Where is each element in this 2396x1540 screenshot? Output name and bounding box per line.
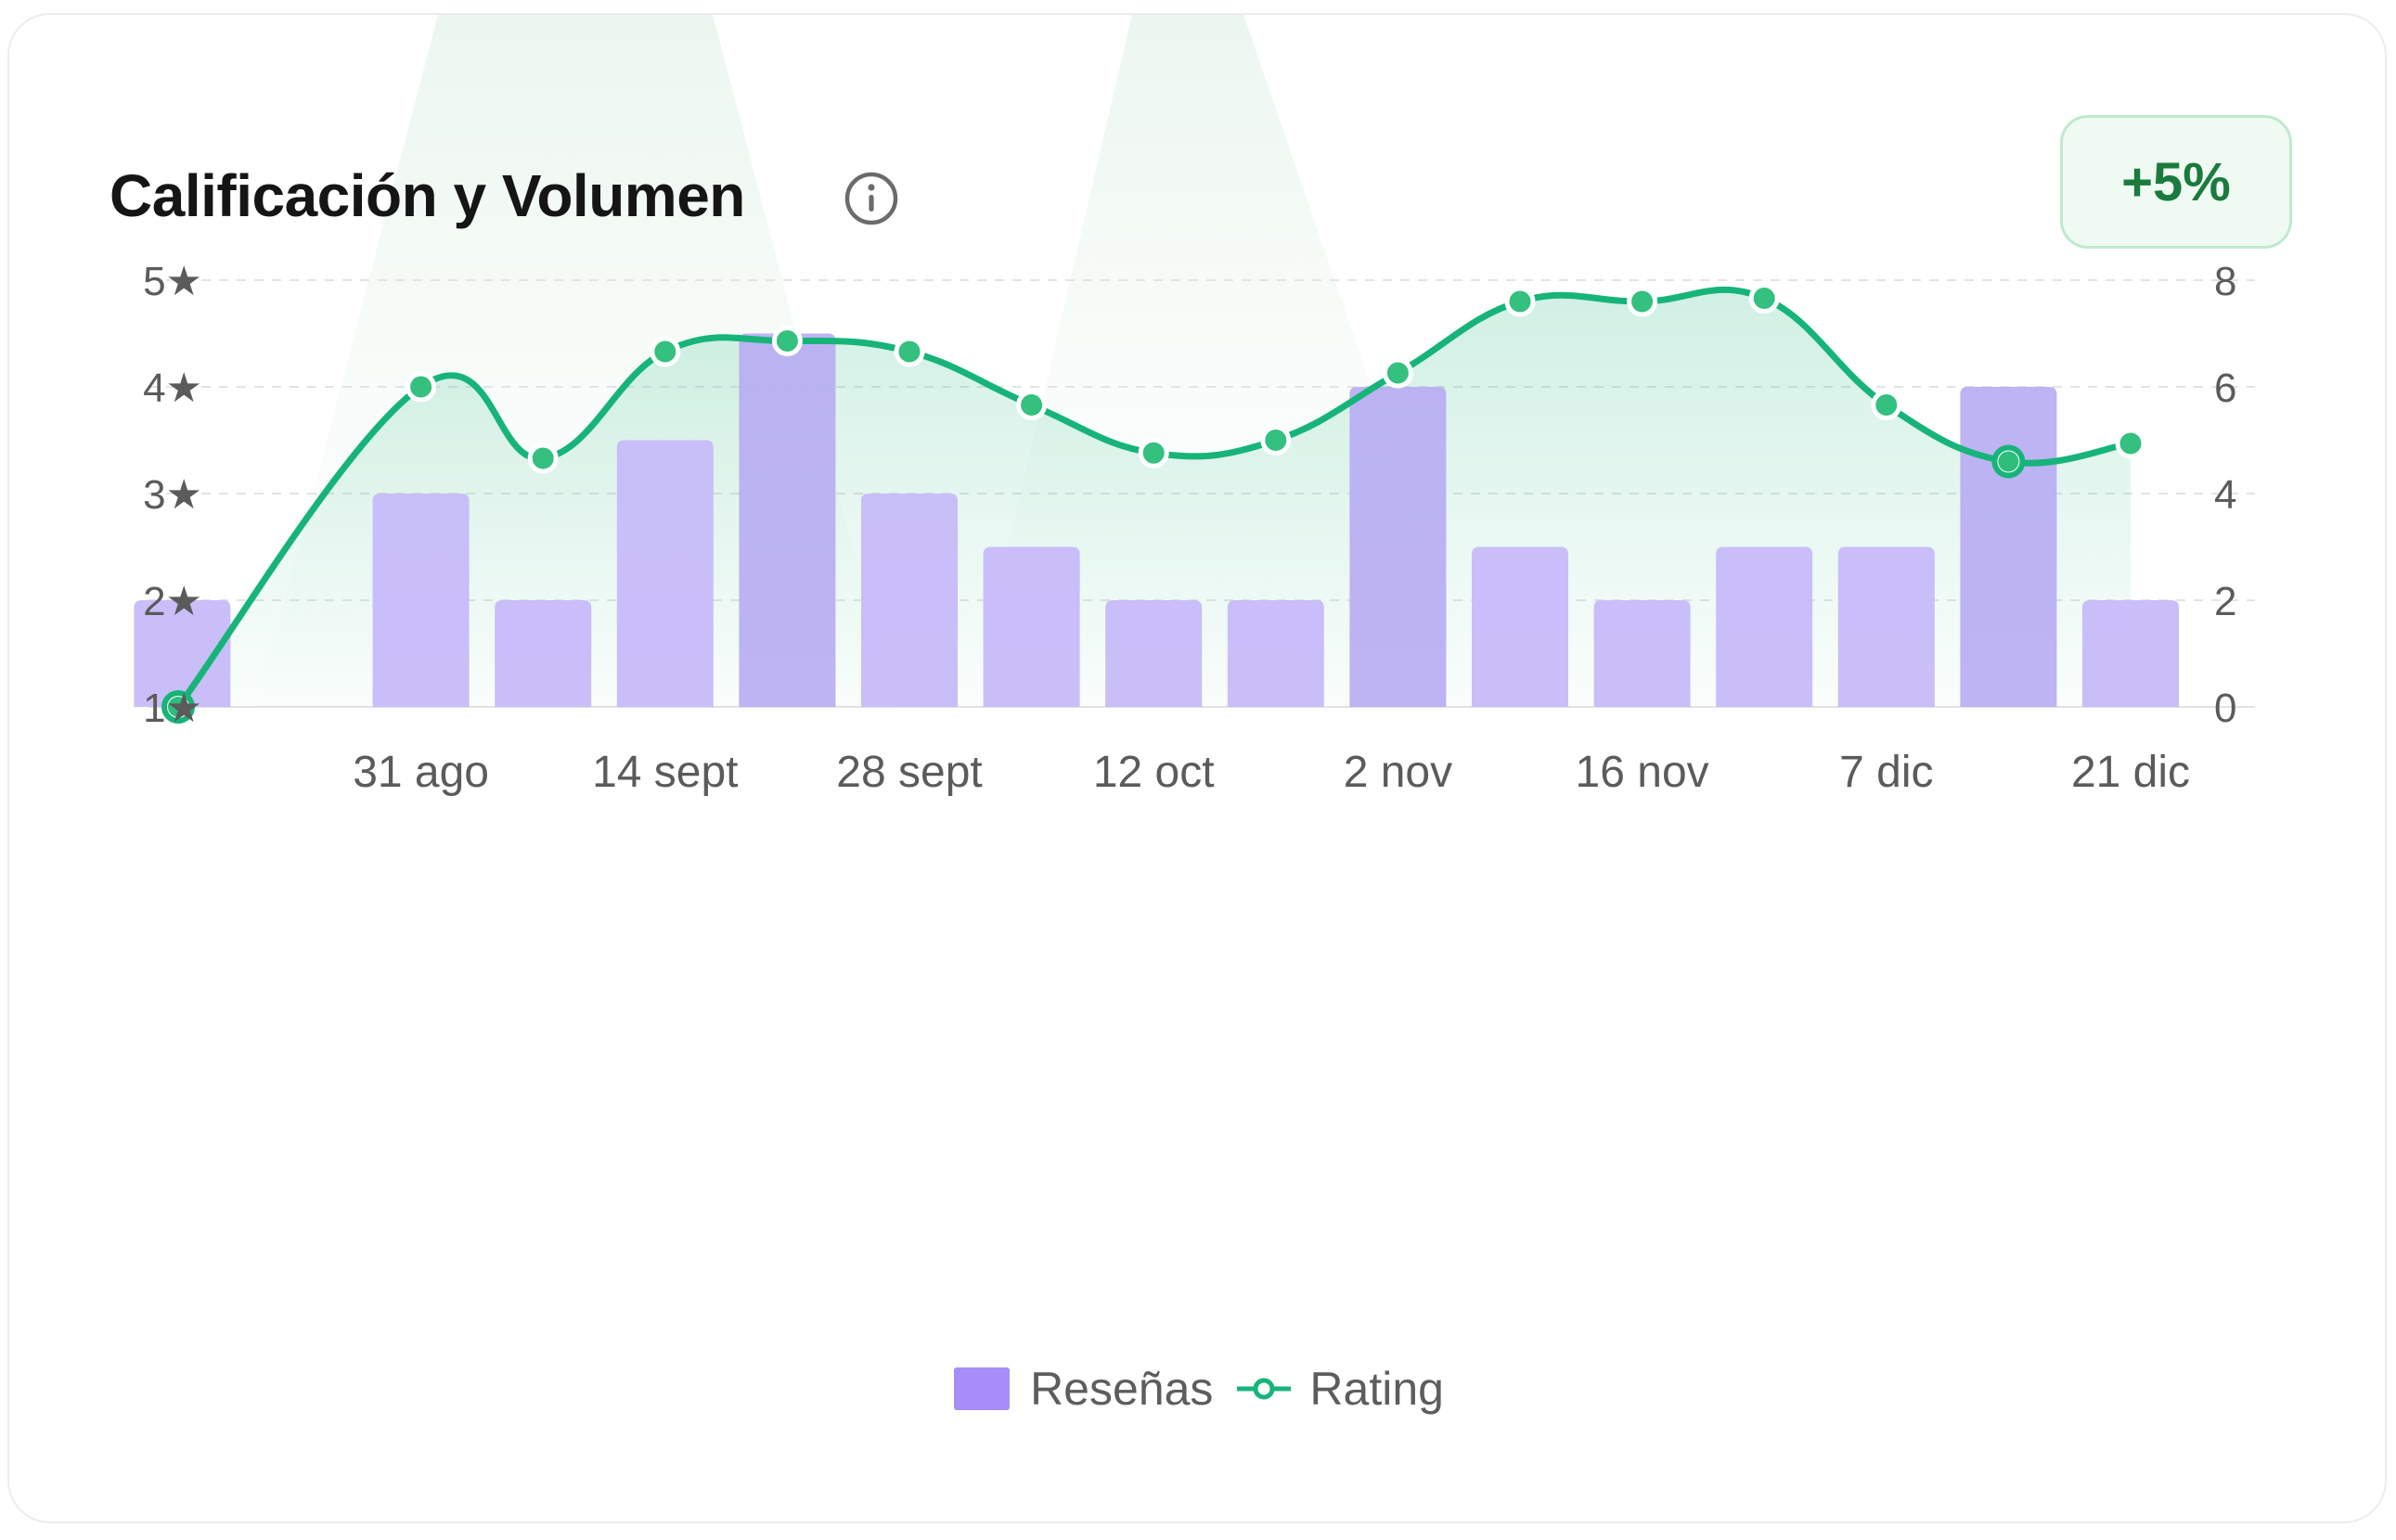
legend-line-swatch (1237, 1378, 1292, 1400)
bar-resenas[interactable] (1716, 546, 1813, 708)
bar-resenas[interactable] (983, 546, 1080, 708)
legend-item-resenas[interactable]: Reseñas (954, 1362, 1213, 1416)
bar-resenas[interactable] (1105, 600, 1203, 707)
bar-resenas[interactable] (1960, 387, 2057, 707)
x-tick-label: 2 nov (1344, 748, 1452, 797)
bar-resenas[interactable] (739, 333, 836, 708)
y-right-tick-label: 6 (2214, 366, 2236, 411)
bar-resenas[interactable] (372, 494, 470, 707)
chart-legend: Reseñas Rating (9, 1362, 2385, 1416)
y-left-tick-label: 4★ (143, 366, 202, 411)
rating-point-core (168, 697, 188, 717)
y-right-tick-label: 8 (2214, 259, 2236, 304)
rating-point[interactable] (1748, 283, 1780, 314)
legend-label-resenas: Reseñas (1030, 1363, 1214, 1415)
rating-point[interactable] (1260, 425, 1292, 456)
rating-points (161, 283, 2146, 724)
info-icon[interactable] (843, 170, 900, 227)
rating-point[interactable] (1016, 390, 1048, 421)
chart-title: Calificación y Volumen (109, 162, 745, 229)
y-axis-right: 0 2 4 6 8 (2214, 259, 2236, 731)
rating-point[interactable] (527, 443, 559, 474)
legend-label-rating: Rating (1309, 1363, 1444, 1415)
rating-point[interactable] (1382, 357, 1413, 389)
bar-resenas[interactable] (1349, 387, 1447, 707)
rating-point[interactable] (406, 371, 437, 403)
bar-resenas[interactable] (1227, 600, 1324, 707)
x-axis: 31 ago 14 sept 28 sept 12 oct 2 nov 16 nov 7 d… (353, 748, 2190, 797)
x-tick-label: 21 dic (2071, 748, 2190, 797)
x-tick-label: 7 dic (1839, 748, 1933, 797)
bar-resenas[interactable] (495, 600, 592, 707)
bar-resenas[interactable] (861, 494, 958, 707)
bar-resenas[interactable] (1472, 546, 1568, 708)
bar-resenas[interactable] (616, 440, 714, 708)
bar-resenas[interactable] (1837, 546, 1935, 708)
legend-bar-swatch (954, 1367, 1011, 1410)
rating-point[interactable] (1627, 286, 1658, 317)
y-left-tick-label: 1★ (143, 686, 202, 731)
rating-point[interactable] (1504, 286, 1536, 317)
rating-point[interactable] (1138, 437, 1169, 468)
rating-point[interactable] (771, 326, 803, 357)
chart-card: 1★ 2★ 3★ 4★ 5★ 0 2 4 6 8 31 ago 14 sept 28 sept 12 … (7, 13, 2387, 1523)
y-right-tick-label: 4 (2214, 472, 2236, 518)
y-right-tick-label: 2 (2214, 579, 2236, 624)
x-tick-label: 28 sept (836, 748, 982, 797)
x-tick-label: 12 oct (1093, 748, 1215, 797)
rating-point[interactable] (2115, 428, 2146, 459)
x-tick-label: 14 sept (592, 748, 738, 797)
y-axis-left: 1★ 2★ 3★ 4★ 5★ (143, 259, 202, 731)
y-left-tick-label: 5★ (143, 259, 202, 304)
rating-point[interactable] (894, 336, 925, 367)
y-right-tick-label: 0 (2214, 686, 2236, 731)
review-bars (134, 333, 2179, 708)
bar-resenas[interactable] (1593, 600, 1691, 707)
rating-point[interactable] (1871, 390, 1902, 421)
change-badge: +5% (2060, 115, 2292, 249)
chart-plot: 1★ 2★ 3★ 4★ 5★ 0 2 4 6 8 31 ago 14 sept 28 sept 12 … (134, 15, 2255, 943)
rating-point[interactable] (650, 336, 681, 367)
y-left-tick-label: 2★ (143, 579, 202, 624)
x-tick-label: 31 ago (353, 748, 489, 797)
bar-resenas[interactable] (2082, 600, 2179, 707)
rating-point-core (1998, 451, 2019, 472)
y-left-tick-label: 3★ (143, 472, 202, 518)
x-tick-label: 16 nov (1576, 748, 1709, 797)
legend-item-rating[interactable]: Rating (1235, 1362, 1444, 1416)
bar-resenas[interactable] (134, 600, 231, 707)
